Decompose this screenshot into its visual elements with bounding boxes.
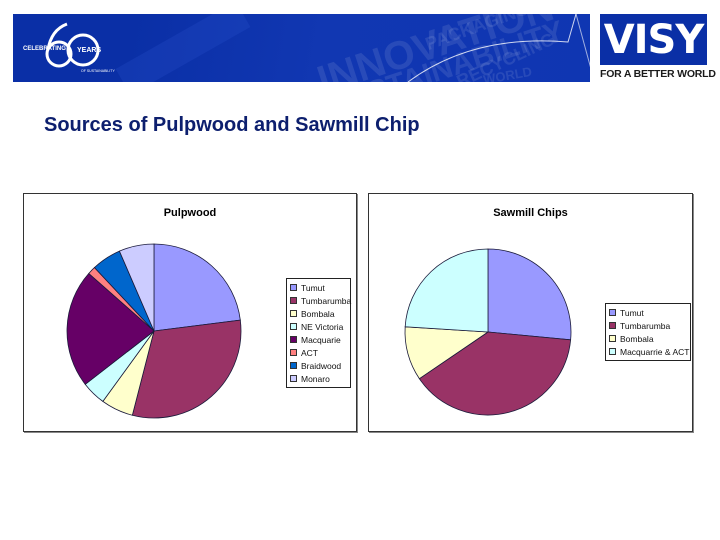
legend-label: Tumut <box>620 307 644 318</box>
legend-item: Tumbarumba <box>609 319 687 332</box>
logo-sustainability-text: OF SUSTAINABILITY <box>81 69 115 73</box>
legend-label: Bombala <box>620 333 654 344</box>
chart-title: Pulpwood <box>163 207 217 219</box>
legend-swatch-icon <box>290 362 297 369</box>
legend-item: Tumbarumba <box>290 294 351 307</box>
legend-swatch-icon <box>609 322 616 329</box>
legend-label: Monaro <box>301 373 330 384</box>
legend-label: Braidwood <box>301 360 342 371</box>
legend-item: Monaro <box>290 372 347 385</box>
header-banner: INNOVATION PACKAGING SUSTAINABILITY RECY… <box>13 14 590 82</box>
pie-slice-tumbarumba <box>418 331 572 416</box>
sawmill-chips-legend: Tumut Tumbarumba Bombala Macquarrie & ACT <box>605 303 691 361</box>
pie-slice-tumut <box>487 248 572 341</box>
banner-gradient <box>133 14 590 82</box>
legend-label: Bombala <box>301 308 335 319</box>
brand-name: VISY <box>603 16 705 63</box>
legend-swatch-icon <box>609 348 616 355</box>
legend-item: Bombala <box>290 307 347 320</box>
legend-swatch-icon <box>609 335 616 342</box>
chart-title: Sawmill Chips <box>493 207 568 219</box>
legend-swatch-icon <box>290 336 297 343</box>
sawmill-chips-chart: Sawmill Chips Tumut Tumbarumba Bombala Macq… <box>368 193 693 432</box>
pulpwood-chart: Pulpwood Tumut Tumbarumba Bombala NE Victor… <box>23 193 357 432</box>
sawmill-chips-pie <box>404 248 572 416</box>
legend-swatch-icon <box>290 349 297 356</box>
pie-slice-macquarrie-act <box>404 248 489 333</box>
pie-slice-monaro <box>118 243 155 332</box>
pulpwood-legend: Tumut Tumbarumba Bombala NE Victoria Macquar… <box>286 278 351 388</box>
legend-swatch-icon <box>609 309 616 316</box>
pulpwood-pie <box>66 243 242 419</box>
legend-item: Macquarrie & ACT <box>609 345 690 358</box>
legend-item: ACT <box>290 346 347 359</box>
legend-item: NE Victoria <box>290 320 347 333</box>
legend-swatch-icon <box>290 310 297 317</box>
legend-label: ACT <box>301 347 318 358</box>
banner-arc-decoration <box>115 14 590 82</box>
brand-tagline: FOR A BETTER WORLD <box>600 68 716 80</box>
page-title: Sources of Pulpwood and Sawmill Chip <box>44 114 420 136</box>
legend-label: Macquarie <box>301 334 341 345</box>
visy-logo: VISY <box>600 14 707 65</box>
legend-swatch-icon <box>290 375 297 382</box>
legend-item: Tumut <box>609 306 687 319</box>
legend-label: Tumut <box>301 282 325 293</box>
logo-celebrating-text: CELEBRATING <box>23 46 66 52</box>
legend-label: Tumbarumba <box>620 320 671 331</box>
legend-item: Braidwood <box>290 359 347 372</box>
logo-years-text: YEARS <box>77 47 101 54</box>
sixty-years-logo: CELEBRATING YEARS OF SUSTAINABILITY <box>23 22 115 73</box>
legend-item: Bombala <box>609 332 687 345</box>
legend-label: NE Victoria <box>301 321 344 332</box>
pie-slice-tumbarumba <box>131 319 242 419</box>
legend-swatch-icon <box>290 323 297 330</box>
legend-label: Tumbarumba <box>301 295 352 306</box>
legend-item: Macquarie <box>290 333 347 346</box>
pie-slice-tumut <box>153 243 241 332</box>
legend-swatch-icon <box>290 284 297 291</box>
pie-slice-macquarie <box>66 272 155 385</box>
legend-swatch-icon <box>290 297 297 304</box>
legend-label: Macquarrie & ACT <box>620 346 690 357</box>
legend-item: Tumut <box>290 281 347 294</box>
